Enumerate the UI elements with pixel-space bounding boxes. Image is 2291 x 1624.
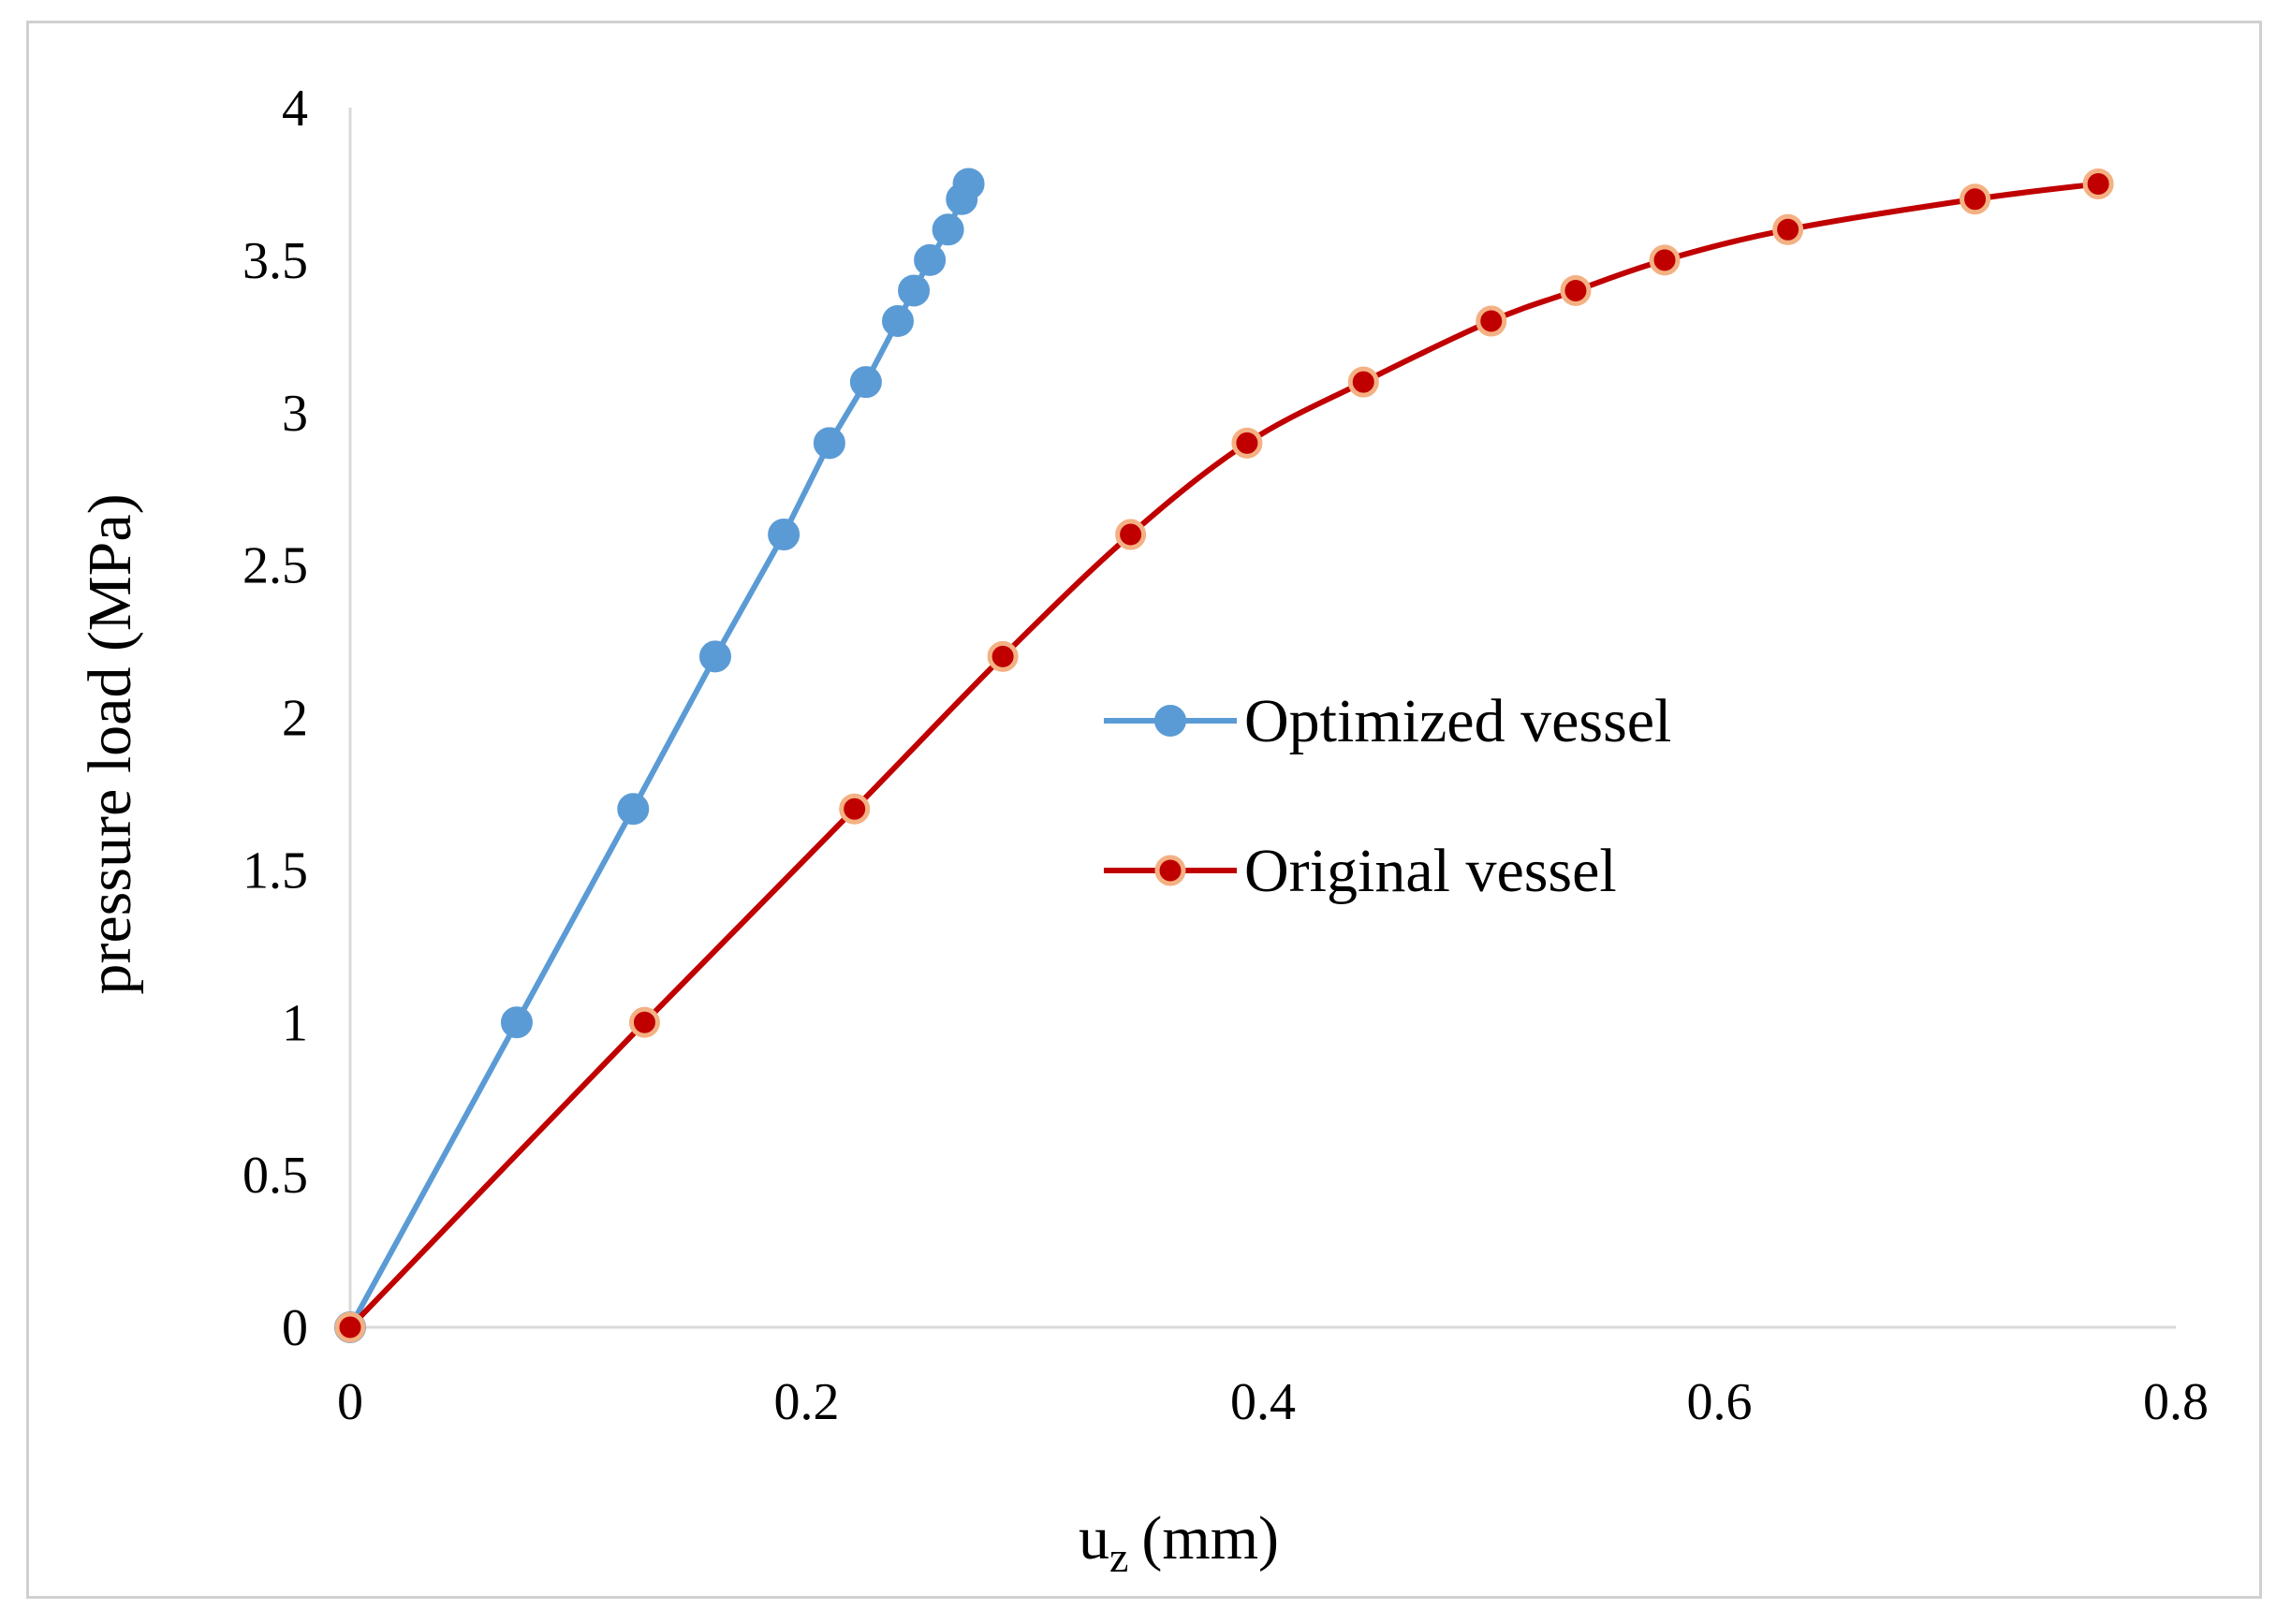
legend: Optimized vessel Original vessel [1104, 687, 1671, 905]
data-point-optimized-vessel [882, 305, 914, 338]
x-tick-label: 0.2 [774, 1373, 840, 1431]
legend-label-original-vessel: Original vessel [1244, 837, 1617, 905]
x-tick-label: 0.4 [1230, 1373, 1296, 1431]
data-point-original-vessel [1649, 244, 1681, 276]
axes [348, 108, 2176, 1329]
data-point-original-vessel [1960, 183, 1990, 215]
x-tick-label: 0.8 [2143, 1373, 2209, 1431]
x-tick-label: 0 [337, 1373, 363, 1431]
series [334, 168, 2114, 1343]
data-point-optimized-vessel [813, 427, 845, 460]
data-point-original-vessel [2082, 168, 2114, 199]
legend-marker-original-vessel [1154, 855, 1186, 886]
x-axis-title-unit: (mm) [1141, 1504, 1279, 1573]
series-line-original-vessel [347, 181, 2102, 1330]
data-point-original-vessel [1231, 427, 1263, 459]
x-axis-title-symbol: u [1079, 1504, 1109, 1573]
legend-item-original-vessel: Original vessel [1104, 837, 1617, 905]
data-point-optimized-vessel [914, 243, 947, 276]
data-point-original-vessel [839, 793, 871, 825]
chart: 0 0.5 1 1.5 2 2.5 3 3.5 4 0 0.2 0.4 0.6 0.8 Optimize… [76, 80, 2209, 1581]
y-axis-title: pressure load (MPa) [76, 493, 144, 994]
y-tick-label: 2 [282, 690, 308, 748]
data-point-original-vessel [1476, 305, 1507, 337]
data-point-optimized-vessel [849, 366, 882, 399]
chart-frame: 0 0.5 1 1.5 2 2.5 3 3.5 4 0 0.2 0.4 0.6 0.8 Optimize… [26, 21, 2262, 1599]
x-tick-label: 0.6 [1687, 1373, 1753, 1431]
y-tick-label: 4 [282, 80, 308, 138]
legend-label-optimized-vessel: Optimized vessel [1244, 687, 1671, 755]
y-tick-labels: 0 0.5 1 1.5 2 2.5 3 3.5 4 [242, 80, 308, 1357]
data-point-optimized-vessel [952, 168, 985, 200]
data-point-original-vessel [334, 1311, 366, 1343]
series-line-optimized-vessel [347, 181, 972, 1330]
data-point-original-vessel [628, 1006, 660, 1038]
data-point-optimized-vessel [768, 519, 800, 551]
data-point-optimized-vessel [500, 1006, 533, 1039]
y-tick-label: 1 [282, 994, 308, 1052]
data-point-original-vessel [1115, 519, 1147, 550]
x-axis-title: uz (mm) [1079, 1504, 1279, 1581]
y-tick-label: 3 [282, 385, 308, 443]
data-point-optimized-vessel [932, 213, 964, 246]
x-tick-labels: 0 0.2 0.4 0.6 0.8 [337, 1373, 2209, 1431]
y-tick-label: 3.5 [242, 232, 308, 290]
series-optimized-vessel [334, 168, 985, 1343]
data-point-original-vessel [1347, 366, 1379, 398]
legend-item-optimized-vessel: Optimized vessel [1104, 687, 1671, 755]
y-tick-label: 0.5 [242, 1147, 308, 1205]
legend-marker-optimized-vessel [1154, 705, 1186, 737]
series-original-vessel [334, 168, 2114, 1343]
data-point-optimized-vessel [898, 274, 931, 307]
data-point-original-vessel [1772, 213, 1804, 245]
data-point-original-vessel [1560, 274, 1592, 306]
y-tick-label: 0 [282, 1299, 308, 1357]
data-point-optimized-vessel [699, 640, 731, 673]
data-point-optimized-vessel [617, 793, 650, 826]
y-tick-label: 2.5 [242, 537, 308, 595]
y-tick-label: 1.5 [242, 841, 308, 900]
x-axis-title-subscript: z [1109, 1533, 1128, 1581]
data-point-original-vessel [987, 640, 1019, 672]
